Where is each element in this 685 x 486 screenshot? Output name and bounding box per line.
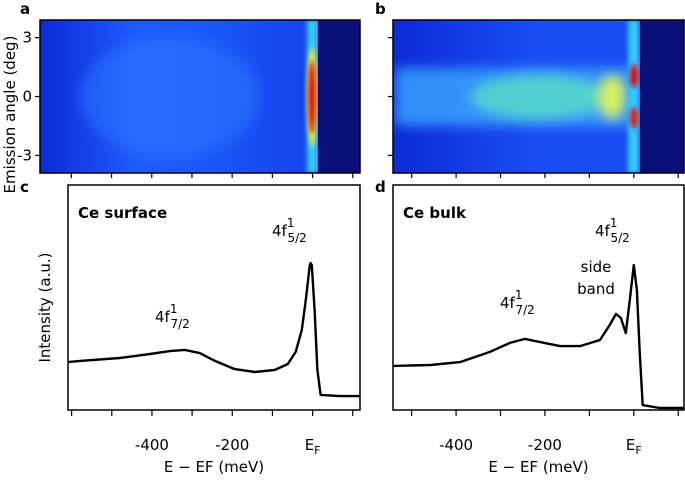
x-tick-label: EF [305,436,321,457]
panel-frame [392,184,685,411]
annotation-sub: 5/2 [610,231,629,245]
x-axis-label: E − EF (meV) [164,458,264,476]
annotation-line: side [581,258,612,276]
y-axis-label: Intensity (a.u.) [36,253,54,363]
x-tick-label: -200 [215,436,249,454]
annotation-sup: 1 [515,288,523,302]
panel-title: Ce bulk [403,204,467,222]
annotation: 4f1 7/2 [500,288,535,317]
spectrum-line [67,261,360,398]
annotation-sup: 1 [170,302,178,316]
annotation-base: 4f [500,294,516,312]
annotation: side band [577,258,615,298]
annotation-sub: 7/2 [170,317,189,331]
panel-frame [39,19,361,174]
panel-label: b [375,0,386,18]
annotation-base: 4f [155,308,171,326]
annotation: 4f1 7/2 [155,302,190,331]
panel-frame [392,19,685,174]
annotation-sub: 5/2 [287,231,306,245]
panel-title: Ce surface [78,204,167,222]
annotation-sub: 7/2 [515,303,534,317]
x-tick-label: EF [626,436,642,457]
y-tick-label: -3 [17,146,32,164]
heatmap-image [40,20,360,173]
y-axis-label: Emission angle (deg) [1,36,19,194]
y-tick-label: 0 [22,88,32,106]
annotation: 4f1 5/2 [272,216,307,245]
annotation-line: band [577,280,615,298]
y-tick-label: 3 [22,29,32,47]
annotation-sup: 1 [610,216,618,230]
x-tick-label: -400 [439,436,473,454]
spectrum-line [392,263,684,410]
annotation-base: 4f [272,222,288,240]
x-axis-label: E − EF (meV) [488,458,588,476]
panel-label: d [375,178,386,196]
annotation-sup: 1 [287,216,295,230]
annotation: 4f1 5/2 [595,216,630,245]
panel-label: c [20,178,29,196]
heatmap-image [393,20,684,173]
x-tick-label: -200 [528,436,562,454]
panel-label: a [20,0,30,18]
panel-frame [67,184,361,411]
x-tick-label: -400 [135,436,169,454]
annotation-base: 4f [595,222,611,240]
